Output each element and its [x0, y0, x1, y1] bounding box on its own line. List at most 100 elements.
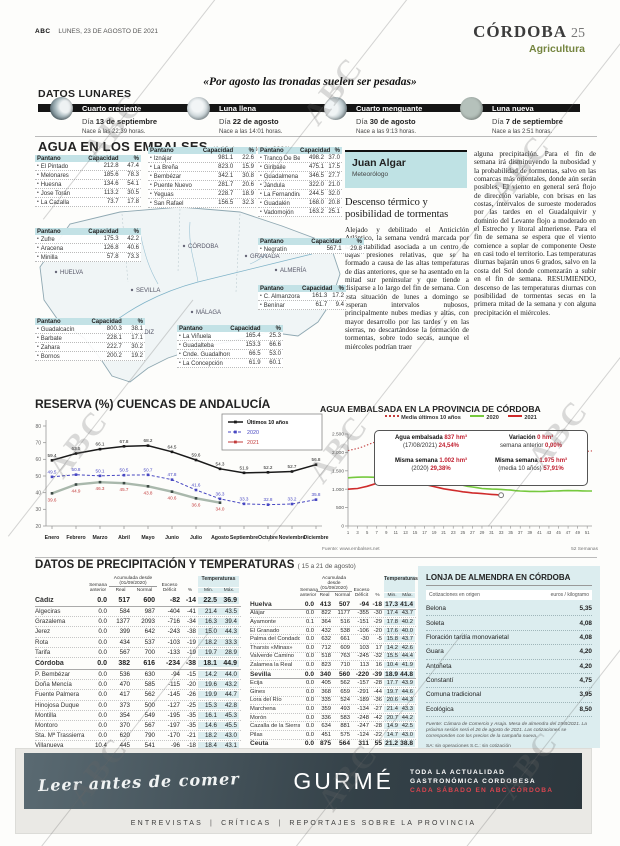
- svg-text:Septiembre: Septiembre: [230, 535, 258, 541]
- cordoba-chart: 0 500 1.000 1.500 2.000 2.500 1 3 5 7 9 11 13 15 17 19 2…: [320, 426, 600, 556]
- svg-text:60: 60: [35, 457, 41, 463]
- svg-text:MÁLAGA: MÁLAGA: [196, 309, 221, 316]
- svg-text:50: 50: [35, 474, 41, 480]
- svg-text:5: 5: [366, 530, 369, 535]
- svg-text:7: 7: [376, 530, 379, 535]
- lunar-phase-rise: Nace a las 22:39 horas.: [82, 129, 146, 135]
- svg-text:27: 27: [470, 530, 475, 535]
- svg-text:Octubre: Octubre: [258, 535, 278, 541]
- reserva-chart-title: RESERVA (%) CUENCAS DE ANDALUCÍA: [35, 397, 271, 411]
- precip-table-right: Semana anterior Acumulada desde (01/09/2…: [250, 576, 418, 750]
- section-header: CÓRDOBA 25 Agricultura: [473, 22, 585, 55]
- svg-text:44.9: 44.9: [72, 489, 81, 494]
- waning-crescent-moon-icon: [324, 97, 347, 120]
- precip-row: Pilas 0.0 451 575 -124 -22 14.7 43.0: [250, 731, 416, 740]
- embalse-table-header: Pantano Capacidad%: [258, 285, 346, 292]
- precip-row: Ayamonte 0.1 364 516 -151 -29 17.8 40.2: [250, 618, 416, 627]
- svg-text:41: 41: [537, 530, 542, 535]
- precip-row: Gines 0.0 368 659 -291 -44 19.7 44.6: [250, 688, 416, 697]
- svg-text:Últimos 10 años: Últimos 10 años: [247, 419, 288, 426]
- forecast-text-col1: Alejado y debilitado el Anticiclón Atlán…: [345, 226, 469, 351]
- precip-row: Marchena 0.0 359 493 -134 -27 21.4 43.3: [250, 705, 416, 714]
- gurme-ad: Leer antes de comer GURMÉ TODA LA ACTUAL…: [15, 748, 592, 834]
- svg-text:1: 1: [347, 530, 350, 535]
- svg-text:Mayo: Mayo: [141, 535, 154, 541]
- ad-nav-item: ENTREVISTAS: [130, 820, 204, 827]
- svg-text:Julio: Julio: [190, 535, 202, 541]
- svg-text:2020: 2020: [247, 430, 259, 436]
- svg-text:40.6: 40.6: [168, 496, 177, 501]
- chart-source: Fuente: www.embalses.net: [322, 547, 380, 552]
- cordoba-chart-title: AGUA EMBALSADA EN LA PROVINCIA DE CÓRDOB…: [320, 404, 541, 414]
- lunar-section-title: DATOS LUNARES: [38, 88, 132, 100]
- svg-text:23: 23: [451, 530, 456, 535]
- svg-text:52.7: 52.7: [288, 464, 297, 469]
- gurme-ad-banner: Leer antes de comer GURMÉ TODA LA ACTUAL…: [24, 753, 582, 809]
- meteorologist-box: Juan Algar Meteorólogo: [345, 150, 467, 188]
- svg-text:29: 29: [480, 530, 485, 535]
- svg-text:59.6: 59.6: [192, 453, 201, 458]
- svg-text:33.3: 33.3: [240, 496, 249, 501]
- embalse-table-huelva: PantanoCapacidad%Zufre175.342.2Aracena12…: [35, 228, 141, 262]
- meteorologist-name: Juan Algar: [352, 157, 406, 169]
- almond-price-row: Constantí 4,75: [426, 674, 592, 689]
- lunar-phase-name: Cuarto creciente: [82, 103, 142, 113]
- svg-text:56.8: 56.8: [312, 457, 321, 462]
- svg-text:Agosto: Agosto: [211, 535, 229, 541]
- svg-text:70: 70: [35, 440, 41, 446]
- svg-text:45.7: 45.7: [120, 487, 129, 492]
- precip-row: Algeciras 0.0 584 987 -404 -41 21.4 43.5: [35, 607, 241, 618]
- svg-text:Marzo: Marzo: [93, 535, 108, 541]
- svg-text:49: 49: [575, 530, 580, 535]
- svg-text:50.1: 50.1: [96, 468, 105, 473]
- svg-text:0: 0: [341, 524, 344, 530]
- precip-row: Montoro 0.0 370 567 -197 -35 14.6 45.5: [35, 721, 241, 732]
- lunar-phase-date: Día 22 de agosto: [219, 117, 279, 126]
- svg-text:36.3: 36.3: [216, 491, 225, 496]
- ad-nav-item: CRÍTICAS: [221, 820, 272, 827]
- svg-text:66.1: 66.1: [96, 442, 105, 447]
- svg-text:30: 30: [35, 507, 41, 513]
- svg-text:19: 19: [432, 530, 437, 535]
- ad-tagline: TODA LA ACTUALIDAD GASTRONÓMICA CORDOBES…: [410, 768, 554, 794]
- svg-text:2.500: 2.500: [332, 432, 344, 438]
- svg-text:17: 17: [422, 530, 427, 535]
- svg-text:39: 39: [527, 530, 532, 535]
- legend-media10: Media últimos 10 años: [385, 415, 461, 421]
- svg-text:37: 37: [518, 530, 523, 535]
- page-number: 25: [571, 26, 585, 41]
- lunar-bar: [38, 104, 580, 112]
- info-variacion: Variación 0 hm³ semana anterior 0,00%: [499, 435, 563, 449]
- svg-text:SEVILLA: SEVILLA: [136, 288, 160, 294]
- almond-price-row: Comuna tradicional 3,95: [426, 688, 592, 703]
- full-moon-icon: [187, 97, 210, 120]
- water-info-box: Agua embalsada 837 hm³ (17/08/2021) 24,5…: [374, 430, 588, 486]
- svg-text:33.2: 33.2: [288, 497, 297, 502]
- info-agua-embalsada: Agua embalsada 837 hm³ (17/08/2021) 24,5…: [394, 435, 468, 449]
- svg-text:1.500: 1.500: [332, 468, 344, 474]
- new-moon-icon: [460, 97, 483, 120]
- lunar-phase-date: Día 7 de septiembre: [492, 117, 563, 126]
- svg-text:Enero: Enero: [45, 535, 60, 541]
- svg-text:CÁDIZ: CÁDIZ: [136, 329, 154, 336]
- precip-row: Zalamea la Real 0.0 823 710 113 16 10.4 41.9: [250, 661, 416, 670]
- almond-price-row: Belona 5,35: [426, 602, 592, 617]
- precip-row: Fuente Palmera 0.0 417 562 -145 -26 19.9 44.7: [35, 690, 241, 701]
- precip-table-left: Semana anterior Acumulada desde (01/09/2…: [35, 576, 241, 752]
- proverb-quote: «Por agosto las tronadas suelen ser pesa…: [203, 76, 417, 88]
